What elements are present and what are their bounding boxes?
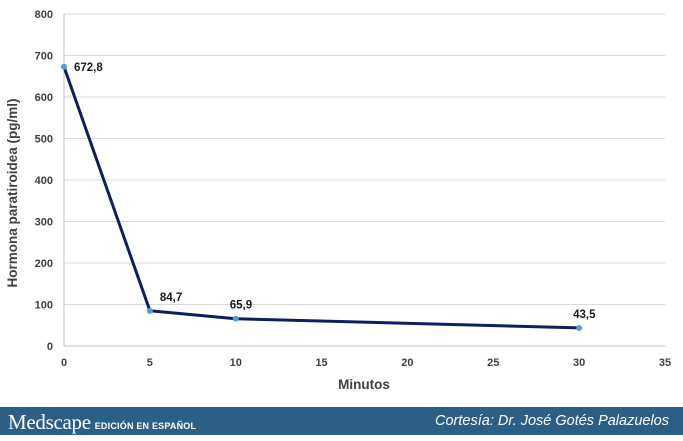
- data-label: 84,7: [160, 292, 182, 304]
- y-tick-label: 800: [35, 9, 53, 21]
- y-tick-label: 400: [35, 175, 53, 187]
- data-point: [61, 63, 67, 70]
- credit-text: Cortesía: Dr. José Gotés Palazuelos: [435, 413, 669, 429]
- x-tick-label: 35: [659, 357, 671, 369]
- data-label: 672,8: [74, 62, 103, 74]
- x-tick-label: 20: [401, 357, 413, 369]
- x-tick-label: 25: [487, 357, 499, 369]
- y-tick-label: 200: [35, 258, 53, 270]
- y-tick-label: 0: [47, 341, 53, 353]
- y-tick-label: 700: [35, 51, 53, 63]
- y-axis-title: Hormona paratiroidea (pg/ml): [5, 98, 20, 287]
- y-tick-label: 600: [35, 92, 53, 104]
- x-tick-label: 30: [573, 357, 585, 369]
- gridlines: [64, 13, 665, 305]
- medscape-logo: Medscape EDICIÓN EN ESPAÑOL: [8, 407, 196, 437]
- brand-subtitle: EDICIÓN EN ESPAÑOL: [94, 421, 197, 431]
- x-axis-title: Minutos: [338, 377, 390, 392]
- data-point: [576, 324, 583, 331]
- data-label: 65,9: [230, 300, 252, 312]
- series-line: [62, 66, 580, 330]
- x-tick-label: 10: [230, 357, 242, 369]
- series-layer: [61, 63, 583, 331]
- y-tick-label: 500: [35, 134, 53, 146]
- data-point: [146, 307, 153, 314]
- footer-bar: Medscape EDICIÓN EN ESPAÑOL Cortesía: Dr.…: [0, 405, 683, 435]
- x-tick-label: 0: [61, 357, 67, 369]
- y-tick-label: 300: [35, 217, 53, 229]
- brand-name: Medscape: [8, 410, 91, 434]
- data-label: 43,5: [573, 309, 596, 321]
- y-tick-label: 100: [35, 300, 53, 312]
- data-labels: 672,8 84,7 65,9 43,5: [74, 62, 596, 321]
- x-tick-label: 15: [315, 357, 327, 369]
- data-point: [232, 315, 239, 322]
- x-tick-label: 5: [147, 357, 153, 369]
